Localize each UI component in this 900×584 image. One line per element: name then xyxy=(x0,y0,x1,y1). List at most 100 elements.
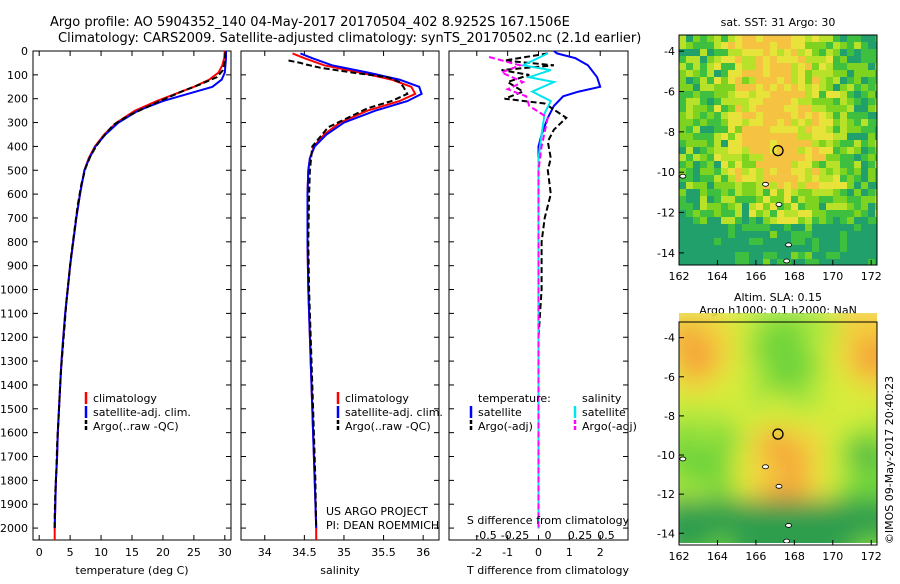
map-cell xyxy=(728,154,736,162)
map-cell xyxy=(833,119,841,127)
series-line-climatology xyxy=(53,51,226,540)
map-cell xyxy=(742,91,750,99)
map-cell xyxy=(707,210,715,218)
map-cell xyxy=(840,238,848,246)
map-cell xyxy=(749,105,757,113)
map-x-tick-label: 162 xyxy=(669,270,690,283)
series-line-s-satellite xyxy=(519,52,558,529)
map-cell xyxy=(686,105,694,113)
map-cell xyxy=(826,35,834,43)
legend-label-satellite-adj: satellite-adj. clim. xyxy=(345,406,443,419)
map-cell xyxy=(826,49,834,57)
map-cell xyxy=(728,49,736,57)
map-cell xyxy=(798,112,806,120)
map-cell xyxy=(721,126,729,134)
map-cell xyxy=(805,98,813,106)
map-cell xyxy=(791,84,799,92)
map-cell xyxy=(659,392,678,411)
map-cell xyxy=(875,231,877,239)
map-y-tick-label: -6 xyxy=(664,85,675,98)
map-cell xyxy=(770,245,778,253)
map-cell xyxy=(777,77,785,85)
map-cell xyxy=(777,63,785,71)
map-cell xyxy=(763,238,771,246)
map-cell xyxy=(707,175,715,183)
map-cell xyxy=(735,56,743,64)
map-cell xyxy=(707,245,715,253)
map-cell xyxy=(686,49,694,57)
map-cell xyxy=(742,231,750,239)
map-cell xyxy=(742,98,750,106)
map-cell xyxy=(812,175,820,183)
map-cell xyxy=(735,154,743,162)
map-cell xyxy=(777,238,785,246)
map-cell xyxy=(791,119,799,127)
map-cell xyxy=(714,98,722,106)
map-cell xyxy=(798,245,806,253)
map-x-tick-label: 172 xyxy=(861,550,882,563)
map-cell xyxy=(731,536,750,543)
map-cell xyxy=(700,182,708,190)
map-cell xyxy=(847,91,855,99)
map-cell xyxy=(819,252,827,260)
map-cell xyxy=(749,356,768,375)
map-cell xyxy=(840,105,848,113)
y-tick-label: 100 xyxy=(7,69,28,82)
map-cell xyxy=(742,168,750,176)
map-cell xyxy=(854,84,862,92)
y-tick-label: 1100 xyxy=(0,307,28,320)
map-cell xyxy=(756,175,764,183)
map-cell xyxy=(770,126,778,134)
map-cell xyxy=(784,119,792,127)
map-cell xyxy=(812,154,820,162)
map-cell xyxy=(791,140,799,148)
map-cell xyxy=(784,210,792,218)
map-cell xyxy=(728,196,736,204)
map-cell xyxy=(805,119,813,127)
map-cell xyxy=(721,98,729,106)
map-cell xyxy=(840,245,848,253)
map-cell xyxy=(868,196,876,204)
map-cell xyxy=(812,189,820,197)
map-cell xyxy=(714,231,722,239)
map-cell xyxy=(728,77,736,85)
map-cell xyxy=(819,98,827,106)
map-cell xyxy=(861,119,869,127)
map-cell xyxy=(854,147,862,155)
map-cell xyxy=(826,140,834,148)
map-cell xyxy=(839,518,858,537)
map-cell xyxy=(791,91,799,99)
map-cell xyxy=(875,63,877,71)
map-cell xyxy=(686,217,694,225)
map-cell xyxy=(679,112,687,120)
map-cell xyxy=(679,147,687,155)
map-cell xyxy=(812,49,820,57)
map-cell xyxy=(839,410,858,429)
map-cell xyxy=(826,224,834,232)
map-cell xyxy=(756,245,764,253)
map-cell xyxy=(840,189,848,197)
map-cell xyxy=(833,84,841,92)
map-cell xyxy=(728,217,736,225)
map-cell xyxy=(686,175,694,183)
map-cell xyxy=(700,147,708,155)
map-cell xyxy=(854,91,862,99)
map-cell xyxy=(728,252,736,260)
map-cell xyxy=(840,196,848,204)
map-cell xyxy=(798,98,806,106)
map-cell xyxy=(777,119,785,127)
map-cell xyxy=(803,482,822,501)
map-cell xyxy=(707,189,715,197)
map-cell xyxy=(714,210,722,218)
map-cell xyxy=(756,161,764,169)
map-cell xyxy=(742,56,750,64)
map-cell xyxy=(861,70,869,78)
map-cell xyxy=(857,338,876,357)
map-cell xyxy=(721,189,729,197)
map-cell xyxy=(785,320,804,339)
map-cell xyxy=(735,168,743,176)
map-cell xyxy=(714,245,722,253)
map-cell xyxy=(791,133,799,141)
map-cell xyxy=(695,392,714,411)
map-cell xyxy=(847,105,855,113)
